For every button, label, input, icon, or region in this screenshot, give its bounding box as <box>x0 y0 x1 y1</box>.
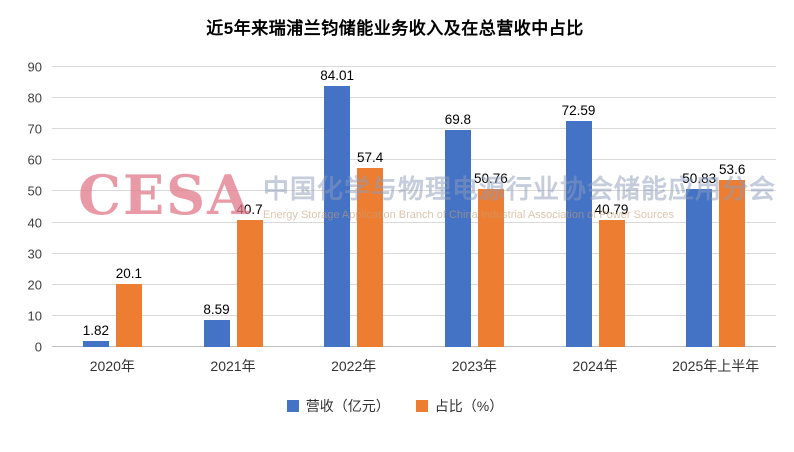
x-axis-label: 2023年 <box>451 358 497 374</box>
bar-value-label: 50.76 <box>473 171 508 187</box>
x-axis-labels: 2020年 2021年 2022年 2023年 2024年 2025年上半年 <box>52 356 776 376</box>
y-axis: 0 10 20 30 40 50 60 70 80 90 <box>14 60 52 355</box>
legend-item: 营收（亿元） <box>286 396 390 416</box>
bar-series-1 <box>444 129 471 347</box>
gridline <box>52 159 776 161</box>
bar-value-label: 50.83 <box>682 170 717 186</box>
bar-wrap: 8.59 <box>203 67 230 347</box>
legend: 营收（亿元） 占比（%） <box>14 396 776 416</box>
bar-group: 50.83 53.6 <box>655 67 776 347</box>
legend-item: 占比（%） <box>415 396 504 416</box>
bar-value-label: 40.79 <box>594 202 629 218</box>
bar-value-label: 57.4 <box>357 150 384 166</box>
bar-series-2 <box>477 189 504 347</box>
bar-value-label: 1.82 <box>82 323 109 339</box>
legend-swatch <box>415 400 428 412</box>
bar-value-label: 69.8 <box>444 111 471 127</box>
bar-wrap: 40.79 <box>595 67 628 347</box>
bar-wrap: 50.76 <box>474 67 508 347</box>
bar-value-label: 53.6 <box>719 162 746 178</box>
gridline <box>52 346 776 347</box>
bar-wrap: 69.8 <box>445 67 471 347</box>
legend-swatch <box>286 400 299 412</box>
bar-series-2 <box>115 284 142 347</box>
bar-group: 69.8 50.76 <box>414 67 535 347</box>
bar-value-label: 8.59 <box>203 302 230 318</box>
y-axis-tick-label: 60 <box>27 152 42 168</box>
y-axis-tick-label: 0 <box>34 339 42 355</box>
y-axis-tick-label: 40 <box>27 215 42 231</box>
bar-value-label: 40.7 <box>236 202 263 218</box>
bar-series-1 <box>82 341 109 347</box>
x-axis-label: 2021年 <box>210 358 256 374</box>
bar-series-2 <box>236 220 263 347</box>
bar-series-2 <box>357 168 384 347</box>
bar-wrap: 57.4 <box>357 67 383 347</box>
gridline <box>52 221 776 223</box>
bar-group: 72.59 40.79 <box>535 67 656 347</box>
y-axis-tick-label: 10 <box>27 308 42 324</box>
bar-series-1 <box>203 320 230 347</box>
y-axis-tick-label: 80 <box>27 90 42 106</box>
x-axis-label: 2022年 <box>331 358 377 374</box>
bar-wrap: 53.6 <box>719 67 745 347</box>
y-axis-tick-label: 70 <box>27 121 42 137</box>
gridline <box>52 252 776 254</box>
bar-series-2 <box>598 220 625 347</box>
x-axis-label: 2025年上半年 <box>672 358 760 374</box>
gridline <box>52 314 776 316</box>
x-axis-label: 2020年 <box>89 358 135 374</box>
y-axis-spacer <box>14 356 52 376</box>
bar-series-1 <box>324 85 351 347</box>
bar-value-label: 72.59 <box>561 103 596 119</box>
gridline <box>52 190 776 192</box>
gridline <box>52 283 776 285</box>
bar-value-label: 20.1 <box>115 266 142 282</box>
bar-wrap: 20.1 <box>116 67 142 347</box>
y-axis-tick-label: 20 <box>27 277 42 293</box>
bar-series-1 <box>686 188 713 347</box>
bar-wrap: 1.82 <box>83 67 109 347</box>
bar-value-label: 84.01 <box>320 67 355 83</box>
x-axis-label: 2024年 <box>572 358 618 374</box>
y-axis-tick-label: 90 <box>27 59 42 75</box>
y-axis-tick-label: 30 <box>27 246 42 262</box>
bar-wrap: 40.7 <box>236 67 263 347</box>
chart-title: 近5年来瑞浦兰钧储能业务收入及在总营收中占比 <box>206 19 584 38</box>
y-axis-tick-label: 50 <box>27 183 42 199</box>
bar-wrap: 84.01 <box>320 67 354 347</box>
bar-series-2 <box>719 180 746 347</box>
bar-wrap: 72.59 <box>562 67 595 347</box>
bar-group: 1.82 20.1 <box>52 67 173 347</box>
bar-group: 8.59 40.7 <box>173 67 294 347</box>
bar-series-1 <box>565 121 592 347</box>
bar-wrap: 50.83 <box>682 67 716 347</box>
plot-area: 1.82 20.1 8.59 40.7 84.01 57.4 69.8 50.76 72.59 4… <box>52 66 776 347</box>
gridline <box>52 66 776 67</box>
legend-label: 营收（亿元） <box>305 398 390 414</box>
bar-groups: 1.82 20.1 8.59 40.7 84.01 57.4 69.8 50.76 72.59 4… <box>52 67 776 347</box>
bar-group: 84.01 57.4 <box>293 67 414 347</box>
gridlines <box>52 66 776 347</box>
gridline <box>52 128 776 130</box>
gridline <box>52 97 776 99</box>
legend-label: 占比（%） <box>434 398 504 414</box>
